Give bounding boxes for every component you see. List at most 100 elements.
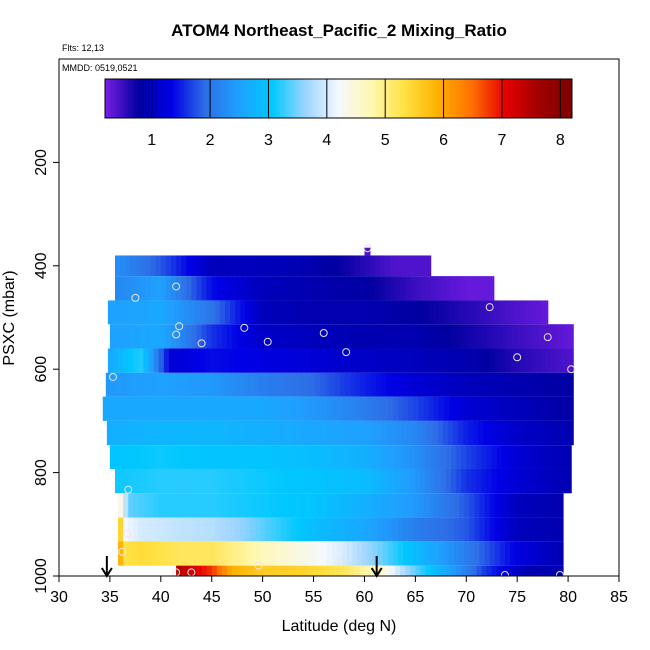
heatmap-cell: [133, 396, 140, 421]
heatmap-cell: [527, 324, 534, 349]
heatmap-cell: [318, 445, 325, 469]
heatmap-cell: [362, 396, 369, 421]
heatmap-cell: [308, 468, 315, 494]
colorbar-segment: [119, 79, 124, 118]
heatmap-cell: [189, 300, 196, 325]
heatmap-cell: [545, 300, 549, 325]
heatmap-cell: [410, 276, 416, 301]
heatmap-cell: [342, 300, 348, 325]
heatmap-cell: [227, 468, 233, 494]
heatmap-cell: [204, 396, 211, 421]
heatmap-cell: [379, 445, 386, 469]
heatmap-cell: [196, 445, 203, 469]
heatmap-cell: [133, 541, 140, 566]
heatmap-cell: [277, 565, 284, 576]
colorbar-segment: [192, 79, 196, 118]
heatmap-cell: [499, 541, 506, 566]
heatmap-cell: [121, 372, 127, 397]
heatmap-cell: [392, 517, 399, 542]
colorbar-segment: [105, 79, 109, 118]
heatmap-cell: [504, 517, 511, 542]
heatmap-cell: [224, 517, 231, 542]
heatmap-cell: [459, 517, 465, 542]
heatmap-cell: [301, 493, 308, 518]
y-tick-label: 400: [33, 252, 50, 279]
heatmap-cell: [433, 348, 440, 373]
heatmap-cell: [293, 276, 299, 301]
heatmap-cell: [413, 300, 420, 325]
heatmap-cell: [216, 565, 223, 576]
heatmap-cell: [494, 493, 501, 518]
heatmap-cell: [486, 468, 493, 494]
heatmap-cell: [372, 396, 379, 421]
heatmap-cell: [280, 517, 287, 542]
heatmap-cell: [161, 372, 168, 397]
heatmap-cell: [435, 276, 442, 301]
heatmap-cell: [451, 468, 457, 494]
heatmap-cell: [171, 468, 177, 494]
heatmap-cell: [398, 517, 404, 542]
heatmap-cell: [451, 445, 457, 469]
heatmap-cell: [321, 541, 328, 566]
heatmap-cell: [533, 372, 540, 397]
colorbar-segment: [367, 79, 372, 118]
colorbar-segment: [212, 79, 217, 118]
colorbar-segment: [169, 79, 173, 118]
heatmap-cell: [186, 565, 192, 576]
heatmap-cell: [115, 255, 121, 277]
heatmap-cell: [463, 420, 469, 446]
heatmap-cell: [387, 493, 394, 518]
heatmap-cell: [267, 255, 274, 277]
x-tick-label: 45: [203, 589, 221, 606]
heatmap-cell: [230, 348, 236, 373]
heatmap-cell: [275, 348, 282, 373]
heatmap-cell: [568, 468, 572, 494]
heatmap-cell: [196, 565, 203, 576]
heatmap-cell: [425, 468, 432, 494]
heatmap-cell: [550, 396, 557, 421]
heatmap-cell: [203, 420, 210, 446]
colorbar-segment: [566, 79, 570, 118]
heatmap-cell: [372, 541, 379, 566]
heatmap-cell: [357, 493, 364, 518]
colorbar-segment: [388, 79, 392, 118]
heatmap-cell: [501, 565, 508, 576]
heatmap-cell: [257, 276, 264, 301]
colorbar-segment: [423, 79, 427, 118]
heatmap-cell: [418, 348, 425, 373]
heatmap-cell: [487, 372, 494, 397]
heatmap-cell: [300, 420, 306, 446]
heatmap-cell: [372, 300, 379, 325]
heatmap-cell: [270, 300, 277, 325]
heatmap-cell: [247, 468, 254, 494]
heatmap-cell: [336, 396, 343, 421]
heatmap-cell: [484, 517, 491, 542]
heatmap-cell: [247, 565, 254, 576]
heatmap-cell: [360, 372, 367, 397]
heatmap-cell: [227, 565, 233, 576]
heatmap-cell: [398, 348, 404, 373]
heatmap-cell: [437, 420, 444, 446]
heatmap-cell: [168, 348, 175, 373]
colorbar-segment: [563, 79, 567, 118]
heatmap-cell: [298, 276, 304, 301]
heatmap-cell: [277, 255, 284, 277]
heatmap-cell: [229, 420, 235, 446]
heatmap-cell: [489, 348, 496, 373]
heatmap-cell: [303, 255, 310, 277]
heatmap-cell: [418, 541, 425, 566]
heatmap-cell: [355, 372, 361, 397]
colorbar-segment: [338, 79, 342, 118]
heatmap-cell: [557, 445, 564, 469]
heatmap-cell: [542, 565, 549, 576]
heatmap-cell: [221, 445, 228, 469]
heatmap-cell: [415, 468, 422, 494]
heatmap-cell: [362, 517, 369, 542]
heatmap-cell: [420, 445, 427, 469]
heatmap-cell: [426, 372, 433, 397]
heatmap-cell: [425, 565, 432, 576]
heatmap-cell: [498, 420, 505, 446]
heatmap-cell: [420, 324, 427, 349]
heatmap-cell: [451, 565, 457, 576]
heatmap-cell: [219, 396, 226, 421]
